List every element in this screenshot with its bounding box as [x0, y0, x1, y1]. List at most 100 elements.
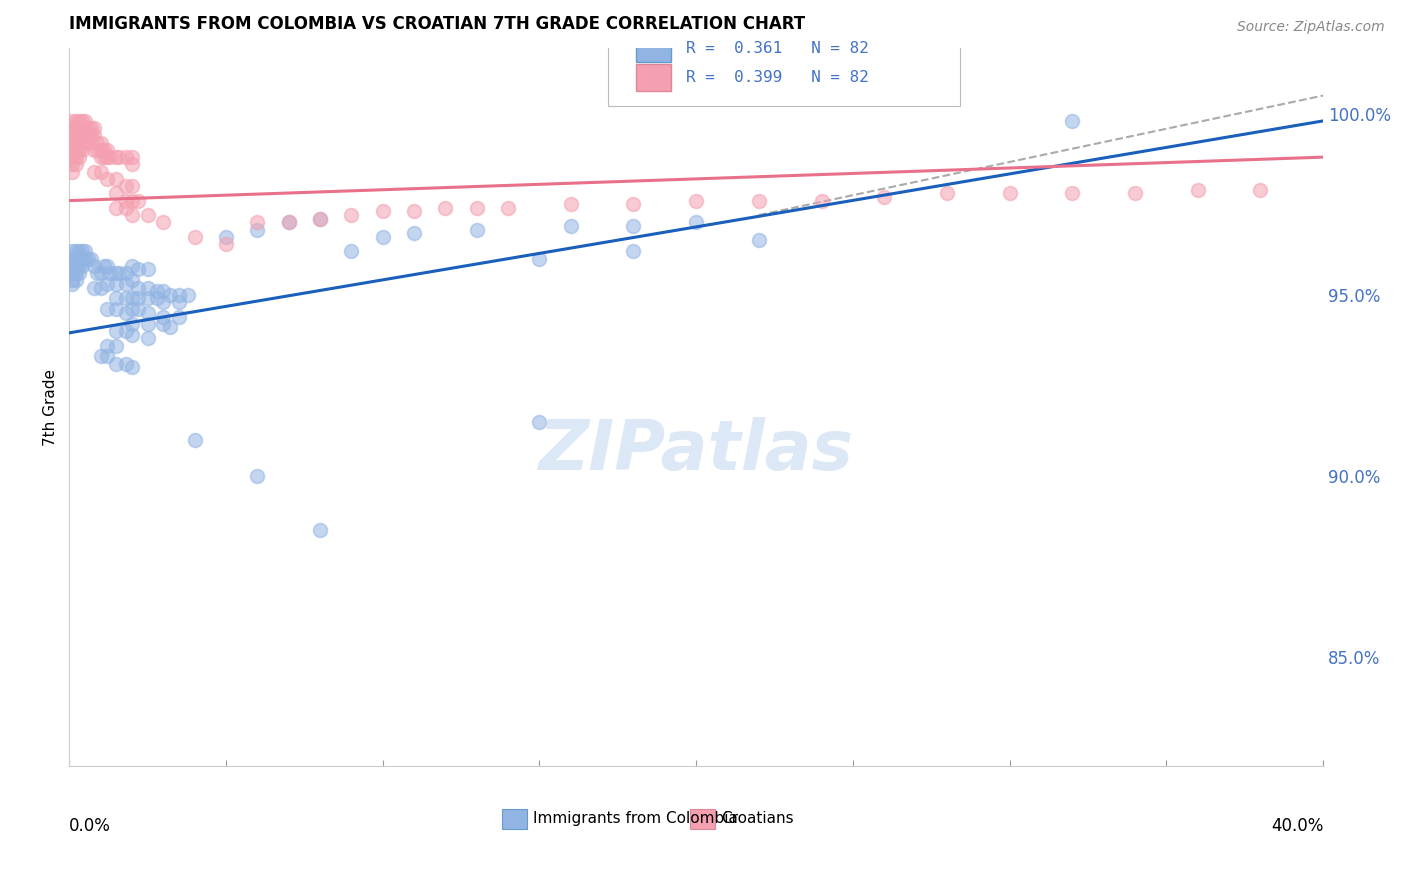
Point — [810, 194, 832, 208]
Point — [105, 201, 128, 215]
Point — [60, 259, 83, 273]
Point — [1249, 183, 1271, 197]
Point — [90, 350, 112, 364]
Point — [309, 211, 332, 226]
Point — [371, 230, 394, 244]
Point — [136, 317, 159, 331]
Point — [105, 266, 128, 280]
Text: R =  0.361   N = 82: R = 0.361 N = 82 — [686, 40, 869, 55]
Point — [402, 226, 425, 240]
Point — [90, 280, 112, 294]
Point — [73, 244, 96, 259]
Point — [83, 143, 105, 157]
Text: 40.0%: 40.0% — [1271, 816, 1323, 835]
Point — [96, 143, 118, 157]
Point — [83, 164, 105, 178]
Point — [183, 433, 205, 447]
Point — [105, 277, 128, 291]
Point — [90, 136, 112, 150]
Point — [60, 252, 83, 266]
Bar — [690, 809, 716, 829]
Point — [529, 252, 551, 266]
Point — [86, 143, 108, 157]
Point — [83, 128, 105, 143]
Point — [309, 211, 332, 226]
Point — [685, 215, 707, 229]
Point — [96, 259, 118, 273]
Point — [60, 121, 83, 136]
Point — [121, 157, 143, 171]
Point — [177, 288, 200, 302]
Point — [65, 157, 87, 171]
Point — [434, 201, 457, 215]
Point — [114, 179, 136, 194]
Point — [60, 150, 83, 164]
Point — [67, 244, 90, 259]
Y-axis label: 7th Grade: 7th Grade — [44, 368, 58, 446]
Point — [215, 237, 238, 252]
Point — [90, 143, 112, 157]
Point — [105, 338, 128, 352]
Point — [215, 230, 238, 244]
Point — [146, 292, 169, 306]
Point — [1187, 183, 1209, 197]
Point — [60, 164, 83, 178]
Point — [108, 150, 131, 164]
Point — [114, 306, 136, 320]
Point — [121, 273, 143, 287]
Point — [70, 121, 93, 136]
Point — [121, 150, 143, 164]
Point — [60, 266, 83, 280]
Point — [1123, 186, 1146, 201]
Point — [136, 262, 159, 277]
Point — [873, 190, 896, 204]
Point — [496, 201, 519, 215]
Point — [77, 128, 100, 143]
Point — [159, 320, 181, 334]
Point — [105, 324, 128, 338]
Point — [67, 259, 90, 273]
Point — [65, 259, 87, 273]
Point — [65, 150, 87, 164]
Point — [60, 244, 83, 259]
Point — [96, 338, 118, 352]
Point — [70, 114, 93, 128]
Point — [86, 266, 108, 280]
Point — [65, 266, 87, 280]
Point — [748, 234, 770, 248]
Point — [114, 150, 136, 164]
Point — [96, 150, 118, 164]
Point — [108, 266, 131, 280]
Point — [748, 194, 770, 208]
Point — [136, 331, 159, 345]
Point — [96, 277, 118, 291]
Point — [121, 179, 143, 194]
Point — [167, 295, 190, 310]
Point — [152, 310, 174, 324]
Point — [246, 222, 269, 236]
Point — [67, 143, 90, 157]
Point — [623, 244, 645, 259]
Text: Croatians: Croatians — [721, 812, 794, 826]
Point — [83, 259, 105, 273]
Point — [60, 128, 83, 143]
Point — [105, 172, 128, 186]
Point — [121, 194, 143, 208]
Point — [65, 143, 87, 157]
Point — [67, 266, 90, 280]
Text: Source: ZipAtlas.com: Source: ZipAtlas.com — [1237, 20, 1385, 34]
Point — [93, 259, 115, 273]
Point — [67, 114, 90, 128]
Point — [65, 121, 87, 136]
Point — [402, 204, 425, 219]
Point — [70, 259, 93, 273]
Point — [77, 252, 100, 266]
Point — [152, 215, 174, 229]
Point — [152, 317, 174, 331]
Text: ZIPatlas: ZIPatlas — [538, 417, 853, 483]
Point — [371, 204, 394, 219]
Point — [83, 280, 105, 294]
Point — [90, 266, 112, 280]
Point — [73, 121, 96, 136]
Point — [309, 524, 332, 538]
